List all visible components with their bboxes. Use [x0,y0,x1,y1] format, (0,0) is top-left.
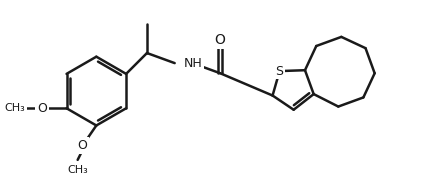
Text: CH₃: CH₃ [5,103,25,113]
Text: O: O [215,33,226,47]
Text: CH₃: CH₃ [67,165,88,175]
Text: NH: NH [184,57,202,70]
Text: O: O [37,102,47,115]
Text: O: O [78,139,88,152]
Text: S: S [275,65,283,78]
